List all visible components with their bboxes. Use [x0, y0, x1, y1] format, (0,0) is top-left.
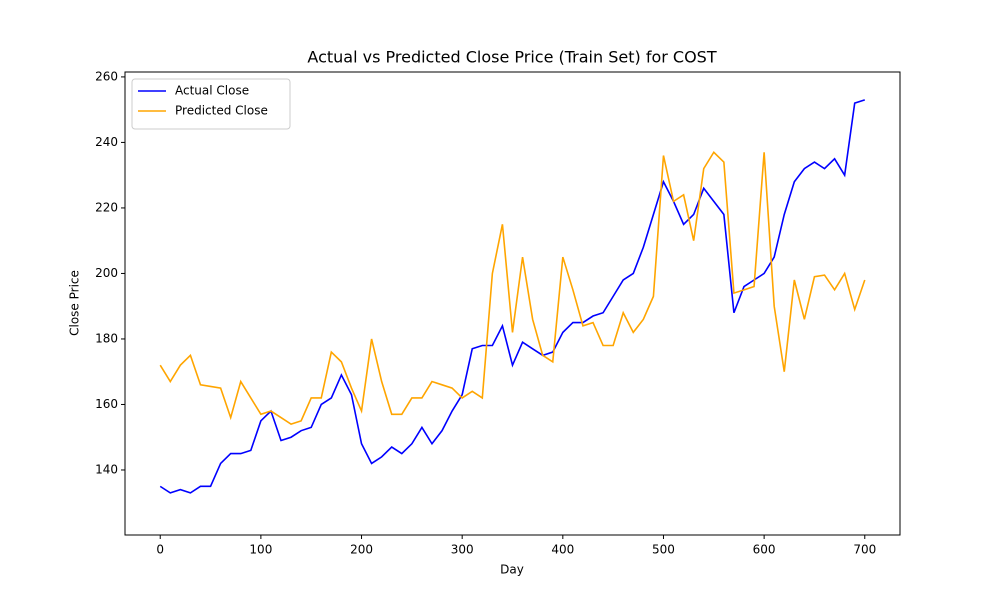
- y-tick-label: 160: [95, 397, 118, 411]
- x-tick-label: 0: [156, 543, 164, 557]
- y-tick-label: 140: [95, 462, 118, 476]
- x-tick-label: 700: [853, 543, 876, 557]
- x-tick-label: 200: [350, 543, 373, 557]
- y-tick-label: 260: [95, 69, 118, 83]
- x-tick-label: 400: [551, 543, 574, 557]
- legend-box: [131, 78, 291, 130]
- x-tick-label: 600: [753, 543, 776, 557]
- x-tick-label: 100: [249, 543, 272, 557]
- y-tick-label: 240: [95, 135, 118, 149]
- line: [159, 150, 866, 426]
- y-tick-label: 220: [95, 200, 118, 214]
- chart-title: Actual vs Predicted Close Price (Train S…: [307, 48, 716, 67]
- legend-label: Predicted Close: [175, 104, 268, 118]
- x-tick-label: 500: [652, 543, 675, 557]
- legend-label: Actual Close: [175, 84, 249, 98]
- plot-frame: [124, 71, 901, 536]
- line: [159, 99, 866, 494]
- x-tick-label: 300: [451, 543, 474, 557]
- y-tick-label: 200: [95, 266, 118, 280]
- x-axis-label: Day: [500, 563, 524, 577]
- y-axis-label: Close Price: [68, 270, 82, 336]
- y-tick-label: 180: [95, 331, 118, 345]
